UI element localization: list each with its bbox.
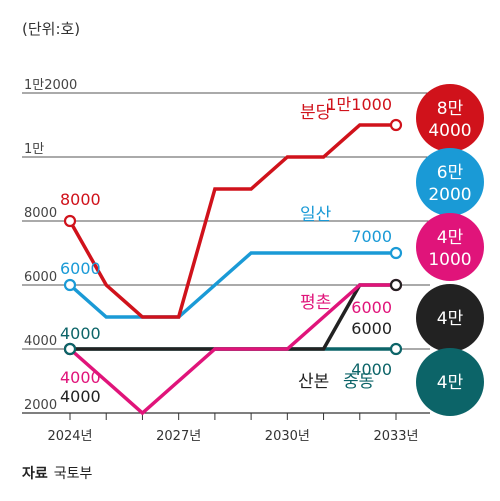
total-badge-line1: 4만 bbox=[437, 228, 464, 248]
series-line bbox=[68, 251, 396, 319]
start-value-label: 6000 bbox=[60, 259, 101, 278]
end-value-label: 7000 bbox=[351, 227, 392, 246]
total-badge-line1: 8만 bbox=[437, 99, 464, 119]
end-value-label: 4000 bbox=[351, 360, 392, 379]
end-value-label: 6000 bbox=[351, 298, 392, 317]
y-tick-label: 1만 bbox=[24, 142, 44, 157]
end-marker bbox=[389, 246, 403, 260]
source-value: 국토부 bbox=[53, 466, 93, 482]
total-badge bbox=[416, 84, 484, 152]
x-tick-label: 2027년 bbox=[156, 429, 201, 444]
x-tick-label: 2030년 bbox=[265, 429, 310, 444]
end-marker bbox=[389, 118, 403, 132]
total-badge bbox=[416, 213, 484, 281]
start-marker bbox=[63, 342, 77, 356]
series-name-label: 일산 bbox=[300, 205, 332, 225]
total-badge-line1: 6만 bbox=[437, 163, 464, 183]
total-badge-line2: 2000 bbox=[428, 185, 471, 205]
y-tick-label: 8000 bbox=[24, 206, 57, 221]
start-marker bbox=[63, 214, 77, 228]
total-badge-line1: 4만 bbox=[437, 373, 464, 393]
end-marker bbox=[389, 342, 403, 356]
start-value-label: 4000 bbox=[60, 324, 101, 343]
total-badge-line1: 4만 bbox=[437, 309, 464, 329]
series-line bbox=[68, 123, 396, 319]
total-badge-line2: 1000 bbox=[428, 250, 471, 270]
total-badge bbox=[416, 148, 484, 216]
source-note: 자료 국토부 bbox=[22, 463, 92, 483]
y-tick-label: 2000 bbox=[24, 398, 57, 413]
source-label: 자료 bbox=[22, 466, 48, 482]
total-badge bbox=[416, 348, 484, 416]
x-tick-label: 2033년 bbox=[373, 429, 418, 444]
end-value-label: 1만1000 bbox=[326, 95, 392, 114]
series-line bbox=[68, 283, 396, 416]
end-value-label: 6000 bbox=[351, 319, 392, 338]
start-value-label: 4000 bbox=[60, 368, 101, 387]
start-marker bbox=[63, 278, 77, 292]
series-name-label: 분당 bbox=[300, 103, 332, 123]
total-badge bbox=[416, 284, 484, 352]
start-value-label: 4000 bbox=[60, 387, 101, 406]
unit-label: (단위:호) bbox=[22, 20, 81, 38]
series-name-label: 산본 bbox=[298, 372, 329, 392]
x-tick-label: 2024년 bbox=[47, 429, 92, 444]
end-marker bbox=[389, 278, 403, 292]
series-name-label: 평촌 bbox=[300, 293, 331, 313]
series-name-label: 중동 bbox=[343, 372, 374, 392]
total-badge-line2: 4000 bbox=[428, 121, 471, 141]
y-tick-label: 6000 bbox=[24, 270, 57, 285]
start-value-label: 8000 bbox=[60, 190, 101, 209]
y-tick-label: 4000 bbox=[24, 334, 57, 349]
y-tick-label: 1만2000 bbox=[24, 78, 77, 93]
